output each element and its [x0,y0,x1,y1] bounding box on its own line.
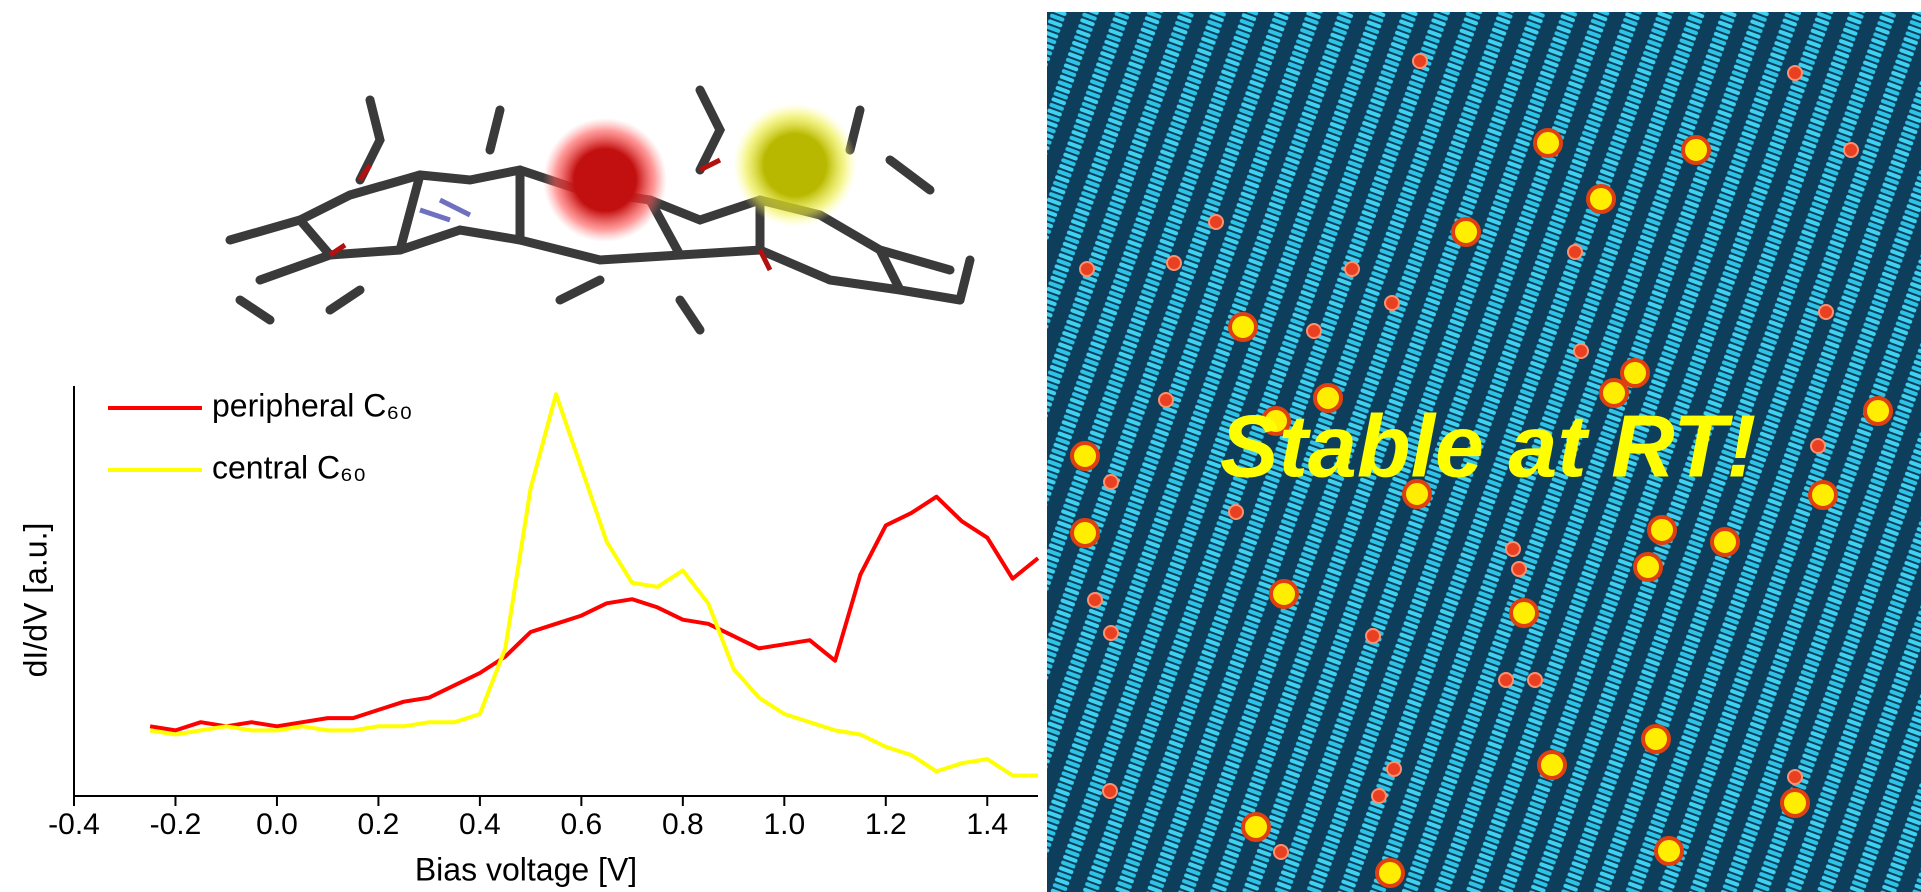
chart: -0.4 -0.2 0.0 0.2 0.4 0.6 0.8 1.0 1.2 1.4 Bias vol… [17,386,1038,887]
adsorbate [1072,520,1098,546]
adsorbate [1506,542,1520,556]
adsorbate [1387,762,1401,776]
adsorbate [1788,770,1802,784]
adsorbate [1271,581,1297,607]
adsorbate [1811,439,1825,453]
adsorbate [1643,726,1669,752]
adsorbate [1307,324,1321,338]
adsorbate [1104,626,1118,640]
adsorbate [1588,186,1614,212]
x-tick-label: 0.4 [459,808,501,841]
adsorbate [1712,529,1738,555]
x-tick-label: 1.0 [763,808,805,841]
adsorbate [1810,482,1836,508]
x-tick-label: -0.4 [48,808,100,841]
adsorbate [1229,505,1243,519]
adsorbate [1167,256,1181,270]
adsorbate [1788,66,1802,80]
adsorbate [1512,562,1526,576]
adsorbate [1366,629,1380,643]
adsorbate [1574,344,1588,358]
adsorbate [1103,784,1117,798]
legend-label: central C₆₀ [212,449,366,485]
annotation: Stable at RT! [1220,396,1756,495]
adsorbate [1080,262,1094,276]
adsorbate [1072,443,1098,469]
x-tick-label: 1.2 [865,808,907,841]
adsorbate [1568,245,1582,259]
adsorbate [1865,398,1891,424]
adsorbate [1844,143,1858,157]
adsorbate [1104,475,1118,489]
adsorbate [1385,296,1399,310]
adsorbate [1528,673,1542,687]
adsorbate [1819,305,1833,319]
adsorbate [1088,593,1102,607]
adsorbate [1453,219,1479,245]
adsorbate [1635,554,1661,580]
adsorbate [1499,673,1513,687]
molecule [230,90,970,330]
adsorbate [1230,314,1256,340]
adsorbate [1372,789,1386,803]
legend-label: peripheral C₆₀ [212,387,413,423]
series-line [150,497,1038,731]
adsorbate [1622,360,1648,386]
adsorbate [1274,845,1288,859]
x-tick-label: 0.8 [662,808,704,841]
adsorbate [1683,137,1709,163]
adsorbate [1209,215,1223,229]
adsorbate [1345,262,1359,276]
adsorbate [1535,130,1561,156]
y-axis-label: dI/dV [a.u.] [17,523,53,678]
adsorbate [1159,393,1173,407]
adsorbate [1413,54,1427,68]
x-tick-label: 0.0 [256,808,298,841]
adsorbate [1539,752,1565,778]
x-tick-label: 0.2 [358,808,400,841]
adsorbate [1377,860,1403,886]
adsorbate [1782,790,1808,816]
adsorbate [1511,600,1537,626]
adsorbate [1649,517,1675,543]
figure: Stable at RT! -0.4 -0.2 0.0 0.2 0.4 0.6 0.8 1.0… [0,0,1921,892]
x-tick-label: -0.2 [150,808,202,841]
adsorbate [1243,814,1269,840]
x-tick-label: 1.4 [966,808,1008,841]
adsorbate [1656,838,1682,864]
x-axis-label: Bias voltage [V] [415,851,637,887]
x-tick-label: 0.6 [561,808,603,841]
